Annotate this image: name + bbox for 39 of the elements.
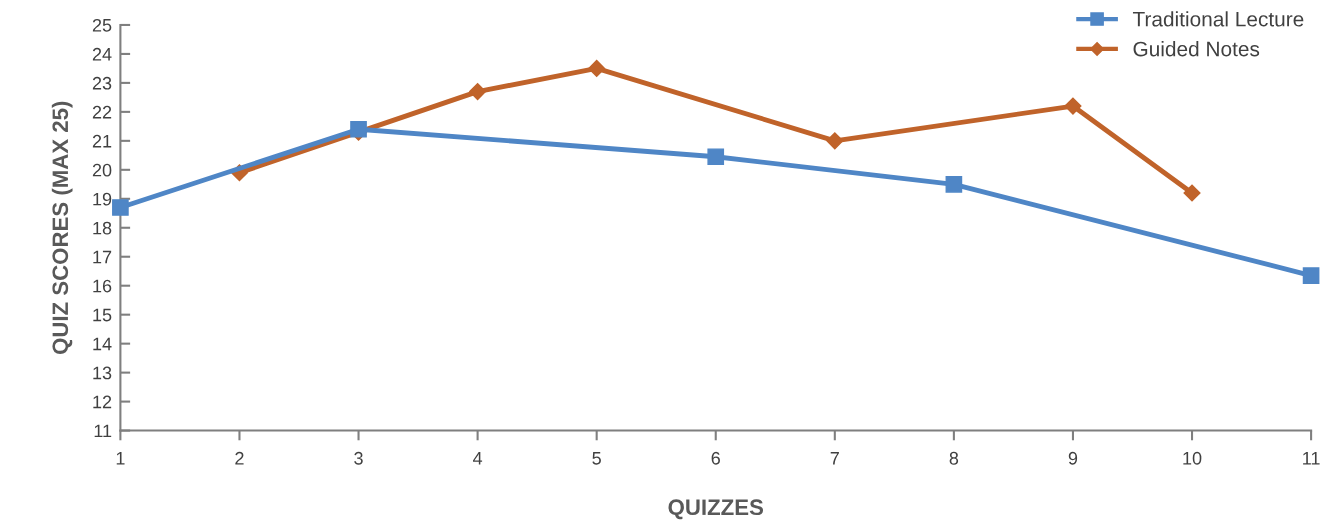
x-tick-label: 6 (711, 451, 720, 465)
legend-label: Traditional Lecture (1132, 11, 1304, 27)
y-tick-label: 24 (92, 47, 112, 61)
y-tick-label: 12 (93, 395, 112, 409)
x-tick-label: 10 (1183, 451, 1202, 465)
legend-label: Guided Notes (1133, 41, 1260, 57)
point (112, 199, 129, 216)
y-tick-label: 13 (93, 366, 112, 380)
y-tick-label: 20 (92, 163, 112, 177)
point (1302, 267, 1320, 284)
y-tick-label: 14 (93, 337, 112, 351)
x-tick-label: 2 (235, 451, 244, 465)
point (945, 175, 963, 193)
x-tick-label: 3 (354, 451, 363, 465)
x-tick-label: 1 (116, 452, 125, 465)
y-tick-label: 15 (93, 308, 112, 322)
y-tick-label: 21 (92, 134, 112, 148)
point (588, 59, 606, 77)
y-tick-label: 23 (92, 76, 112, 90)
y-tick-label: 18 (93, 221, 112, 235)
y-axis-title: QUIZ SCORES (MAX 25) (51, 101, 73, 355)
y-tick-label: 16 (93, 279, 112, 293)
x-tick-label: 7 (830, 452, 839, 465)
y-tick-label: 19 (93, 192, 112, 206)
x-tick-label: 11 (1303, 452, 1320, 465)
point (1183, 184, 1201, 202)
point (826, 132, 844, 150)
y-tick-label: 25 (92, 18, 112, 32)
x-tick-label: 4 (473, 452, 483, 465)
point (1064, 97, 1082, 115)
y-tick-label: 22 (92, 105, 112, 119)
x-tick-label: 8 (949, 451, 959, 465)
y-tick-label: 11 (94, 424, 112, 438)
y-tick-label: 17 (93, 250, 112, 264)
point (707, 148, 725, 166)
x-tick-label: 5 (592, 452, 601, 465)
x-tick-label: 9 (1068, 451, 1078, 465)
x-axis-title: QUIZZES (668, 499, 764, 520)
point (469, 83, 487, 101)
